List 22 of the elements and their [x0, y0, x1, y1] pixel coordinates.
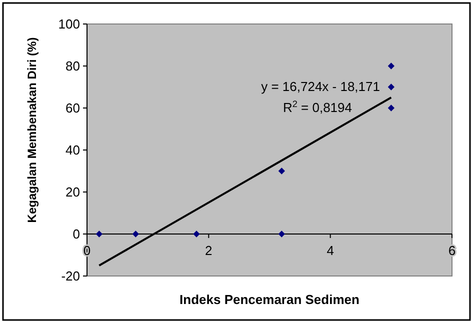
point [388, 104, 394, 112]
x-axis-title: Indeks Pencemaran Sedimen [180, 292, 360, 307]
y-tick-label: 80 [66, 58, 80, 74]
y-tick-label: 100 [58, 16, 80, 32]
annotation: y = 16,724x - 18,171 [261, 79, 380, 94]
x-tick-label: 4 [326, 243, 334, 258]
point [96, 230, 102, 238]
point [388, 84, 394, 90]
point [132, 230, 139, 238]
x-tick-label: 6 [448, 243, 456, 258]
point [388, 62, 394, 70]
y-tick-label: 20 [66, 184, 80, 200]
point [278, 230, 285, 238]
y-tick-label: -20 [61, 268, 80, 284]
y-tick-label: 0 [72, 226, 80, 242]
point [278, 168, 285, 174]
y-tick-label: 60 [66, 100, 80, 116]
y-axis-title: Kegagalan Membenakan Diri (%) [25, 37, 39, 223]
point [193, 230, 200, 238]
y-tick-label: 40 [66, 142, 80, 158]
annotation: R$^{2}$ = 0,8194 [282, 99, 352, 115]
x-tick-label: 2 [205, 243, 212, 258]
